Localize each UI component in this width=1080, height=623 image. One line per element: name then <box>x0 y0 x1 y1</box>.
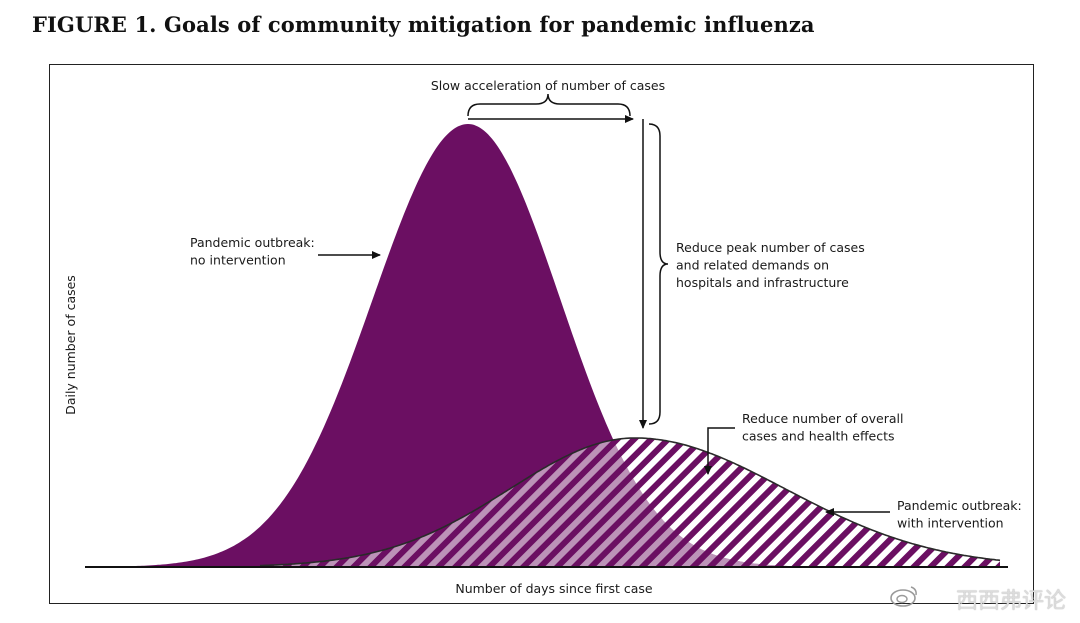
reduce-overall-arrow <box>704 427 735 475</box>
x-axis-label: Number of days since first case <box>455 581 653 596</box>
reduce-peak-label: Reduce peak number of cases and related … <box>676 240 869 290</box>
with-intervention-curve-outline <box>259 437 1001 567</box>
figure-title: FIGURE 1. Goals of community mitigation … <box>32 12 815 37</box>
weibo-logo-icon <box>890 586 917 607</box>
with-intervention-label: Pandemic outbreak: with intervention <box>897 498 1026 531</box>
slow-acceleration-brace <box>467 93 631 117</box>
y-axis-label: Daily number of cases <box>63 275 78 415</box>
figure-frame <box>49 64 1034 604</box>
no-intervention-label: Pandemic outbreak: no intervention <box>190 235 319 268</box>
watermark-text: 西西弗评论 <box>955 589 1066 614</box>
slow-acceleration-label: Slow acceleration of number of cases <box>431 78 665 93</box>
reduce-peak-brace <box>648 123 669 425</box>
reduce-overall-label: Reduce number of overall cases and healt… <box>742 411 907 444</box>
no-intervention-curve <box>88 124 860 567</box>
